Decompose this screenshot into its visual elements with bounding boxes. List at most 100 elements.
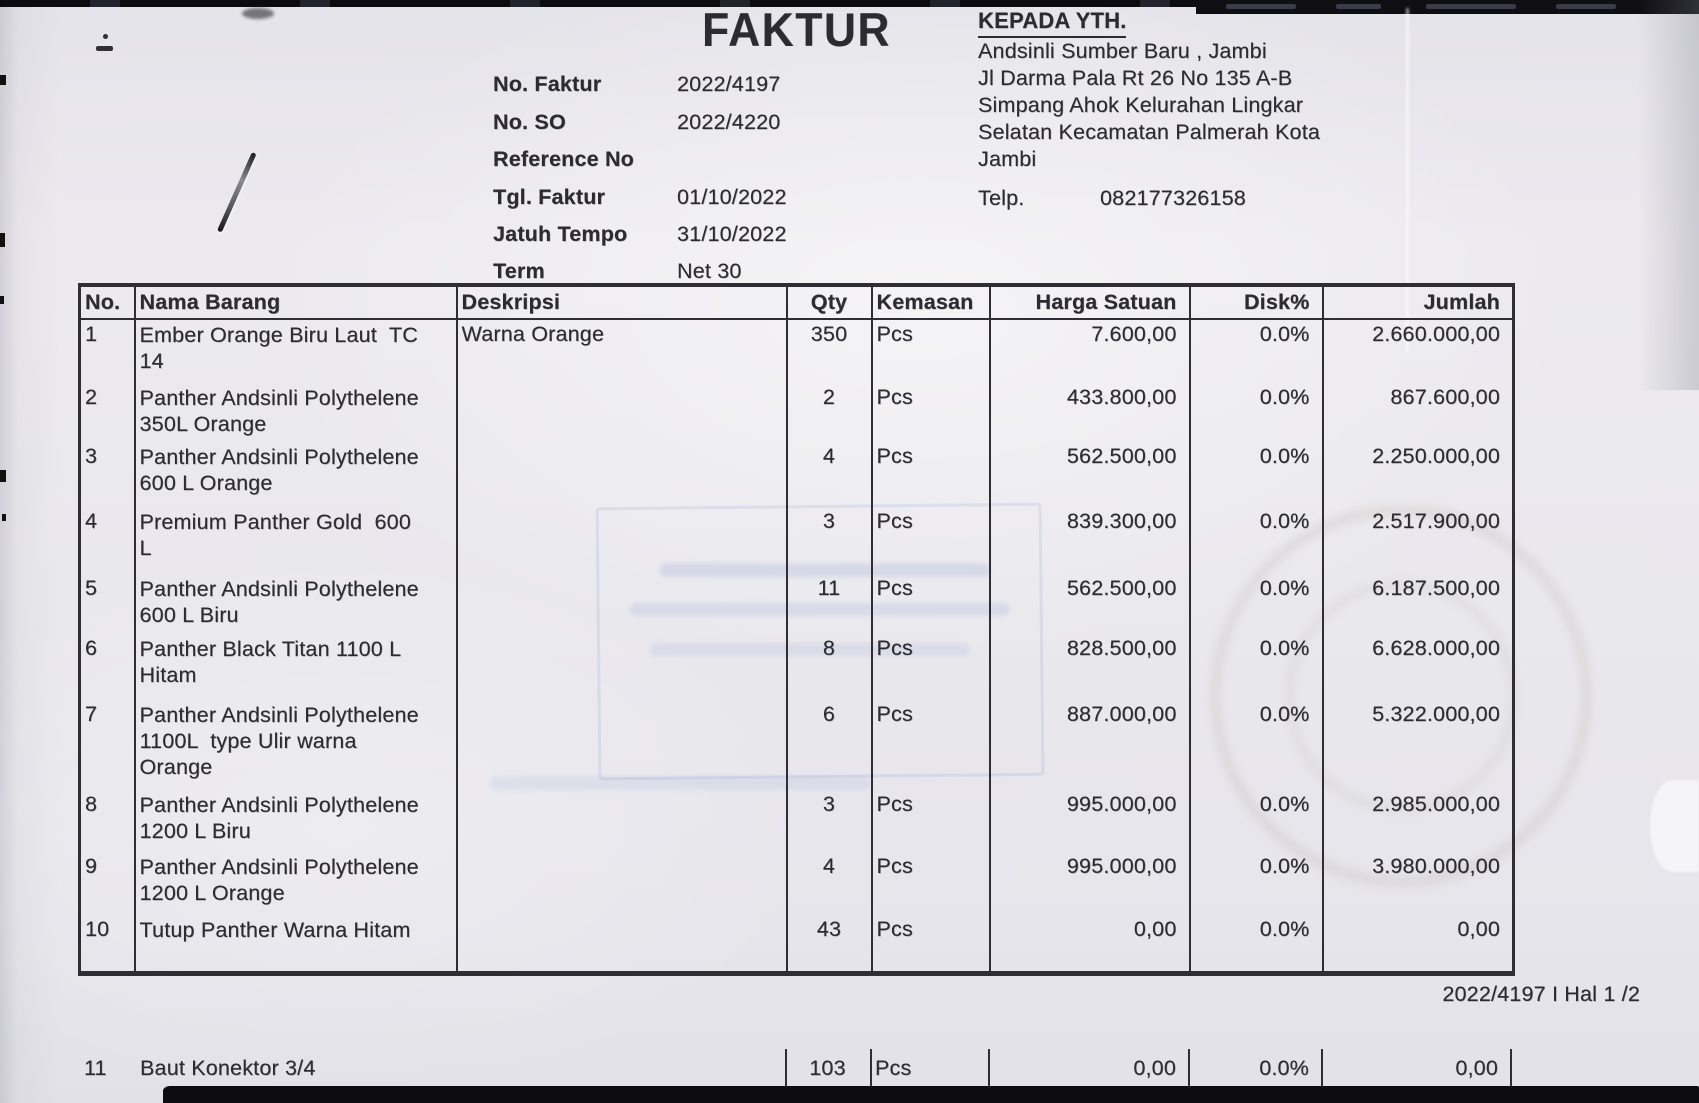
meta-field-row: No. Faktur 2022/4197: [493, 72, 1113, 102]
cell-name: Panther Andsinli Polythelene 1100L type …: [133, 700, 458, 790]
partial-column-line: [870, 1049, 872, 1093]
cell-disk: 0.0%: [1188, 700, 1324, 790]
table-row: 10 Tutup Panther Warna Hitam 43 Pcs 0,00…: [78, 915, 1515, 973]
meta-label: Jatuh Tempo: [493, 222, 628, 246]
header-cell-qty: Qty: [785, 285, 873, 320]
table-row: 6 Panther Black Titan 1100 L Hitam 8 Pcs…: [78, 634, 1515, 700]
table-row: 5 Panther Andsinli Polythelene 600 L Bir…: [78, 574, 1515, 634]
page-footer: 2022/4197 I Hal 1 /2: [1442, 982, 1640, 1006]
meta-field-row: Reference No: [493, 147, 1113, 177]
header-cell-disk: Disk%: [1188, 285, 1324, 320]
cell-no: 3: [78, 442, 136, 507]
edge-glare: [1226, 4, 1296, 9]
recipient-line: Andsinli Sumber Baru , Jambi: [978, 39, 1267, 63]
cell-kemasan: Pcs: [870, 574, 991, 634]
header-cell-no: No.: [78, 285, 136, 320]
cell-harga: 995.000,00: [988, 790, 1191, 852]
table-row: 7 Panther Andsinli Polythelene 1100L typ…: [78, 700, 1515, 790]
cell-jumlah: 6.628.000,00: [1321, 634, 1515, 700]
table-row: 8 Panther Andsinli Polythelene 1200 L Bi…: [78, 790, 1515, 852]
edge-glare: [1426, 4, 1516, 9]
cell-no: 7: [78, 700, 136, 790]
ink-smudge: [242, 8, 274, 19]
invoice-table-header: No. Nama Barang Deskripsi Qty Kemasan Ha…: [78, 285, 1515, 320]
meta-field-row: Term Net 30: [493, 259, 1113, 289]
cell-harga: 7.600,00: [988, 319, 1191, 383]
cell-qty: 3: [785, 507, 873, 574]
cell-no: 9: [78, 852, 136, 915]
paper-crease: [1406, 8, 1409, 353]
meta-value: Net 30: [677, 259, 742, 283]
edge-speck: [2, 514, 6, 521]
cell-kemasan: Pcs: [870, 790, 991, 852]
cell-disk: 0.0%: [1188, 790, 1324, 852]
cell-jumlah: 5.322.000,00: [1321, 700, 1515, 790]
torn-paper-edge: [1650, 780, 1699, 872]
cell-name: Tutup Panther Warna Hitam: [133, 915, 458, 973]
phone-value: 082177326158: [1100, 186, 1246, 210]
table-row: 1 Ember Orange Biru Laut TC 14 Warna Ora…: [78, 319, 1515, 383]
ink-dot: [103, 34, 108, 39]
meta-value: 31/10/2022: [677, 222, 787, 246]
partial-row-jumlah: 0,00: [1455, 1056, 1498, 1080]
cell-desc: [455, 852, 788, 915]
edge-speck: [0, 296, 4, 304]
partial-column-line: [1321, 1049, 1323, 1093]
scanner-bottom-edge: [163, 1086, 1699, 1103]
cell-kemasan: Pcs: [870, 319, 991, 383]
cell-no: 2: [78, 383, 136, 442]
partial-row-qty: 103: [809, 1056, 846, 1080]
phone-label: Telp.: [978, 186, 1025, 210]
meta-label: No. SO: [493, 110, 566, 134]
staple-mark: [217, 152, 257, 233]
cell-jumlah: 2.660.000,00: [1321, 319, 1515, 383]
cell-harga: 562.500,00: [988, 574, 1191, 634]
cell-kemasan: Pcs: [870, 634, 991, 700]
partial-column-line: [1188, 1049, 1190, 1093]
cell-name: Panther Andsinli Polythelene 600 L Biru: [133, 574, 458, 634]
cell-name: Premium Panther Gold 600 L: [133, 507, 458, 574]
cell-no: 6: [78, 634, 136, 700]
recipient-line: Selatan Kecamatan Palmerah Kota: [978, 120, 1321, 144]
scanner-top-edge-right: [1196, 0, 1699, 14]
cell-jumlah: 0,00: [1321, 915, 1515, 973]
table-row: 9 Panther Andsinli Polythelene 1200 L Or…: [78, 852, 1515, 915]
partial-row-name: Baut Konektor 3/4: [140, 1056, 316, 1080]
cell-qty: 6: [785, 700, 873, 790]
cell-disk: 0.0%: [1188, 634, 1324, 700]
cell-no: 8: [78, 790, 136, 852]
header-cell-kemasan: Kemasan: [870, 285, 991, 320]
meta-label: No. Faktur: [493, 72, 602, 96]
meta-field-row: No. SO 2022/4220: [493, 110, 1113, 140]
meta-value: 2022/4197: [677, 72, 781, 96]
meta-field-row: Tgl. Faktur 01/10/2022: [493, 185, 1113, 215]
cell-no: 10: [78, 915, 136, 973]
cell-harga: 839.300,00: [988, 507, 1191, 574]
edge-speck: [0, 75, 6, 85]
cell-harga: 887.000,00: [988, 700, 1191, 790]
cell-harga: 562.500,00: [988, 442, 1191, 507]
meta-label: Reference No: [493, 147, 635, 171]
cell-disk: 0.0%: [1188, 507, 1324, 574]
cell-kemasan: Pcs: [870, 442, 991, 507]
meta-field-row: Jatuh Tempo 31/10/2022: [493, 222, 1113, 252]
cell-harga: 995.000,00: [988, 852, 1191, 915]
cell-desc: [455, 507, 788, 574]
cell-name: Panther Andsinli Polythelene 1200 L Oran…: [133, 852, 458, 915]
partial-column-line: [785, 1049, 787, 1093]
cell-jumlah: 2.985.000,00: [1321, 790, 1515, 852]
cell-desc: Warna Orange: [455, 319, 788, 383]
cell-disk: 0.0%: [1188, 383, 1324, 442]
invoice-table: No. Nama Barang Deskripsi Qty Kemasan Ha…: [78, 283, 1515, 976]
cell-name: Panther Andsinli Polythelene 350L Orange: [133, 383, 458, 442]
header-cell-jumlah: Jumlah: [1321, 285, 1515, 320]
meta-value: 01/10/2022: [677, 185, 787, 209]
cell-kemasan: Pcs: [870, 700, 991, 790]
cell-qty: 2: [785, 383, 873, 442]
cell-qty: 43: [785, 915, 873, 973]
table-row: 3 Panther Andsinli Polythelene 600 L Ora…: [78, 442, 1515, 507]
cell-jumlah: 2.517.900,00: [1321, 507, 1515, 574]
cell-qty: 4: [785, 442, 873, 507]
cell-no: 5: [78, 574, 136, 634]
document-title: FAKTUR: [702, 4, 891, 57]
